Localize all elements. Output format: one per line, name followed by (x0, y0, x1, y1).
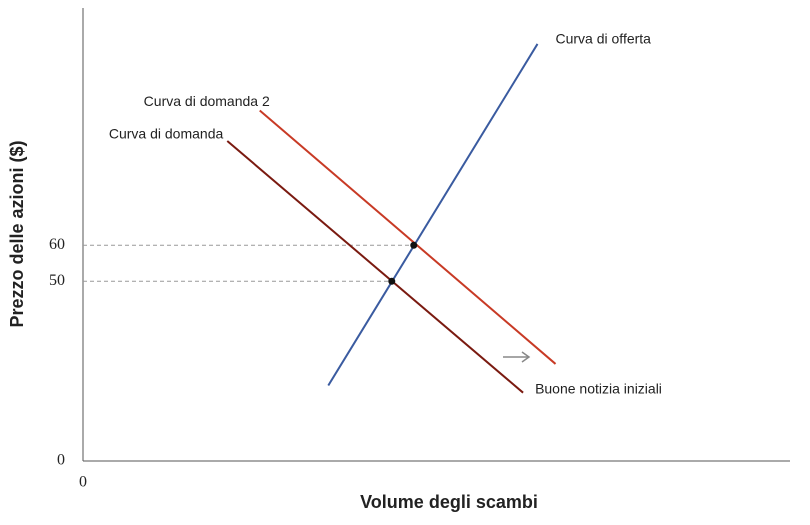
y-tick-label: 0 (57, 452, 65, 469)
curve (226, 140, 524, 394)
shift-arrow-head (521, 351, 531, 363)
curve-label: Curva di domanda (109, 126, 224, 142)
curve-label: Curva di offerta (556, 31, 652, 47)
curve (327, 43, 539, 387)
equilibrium-point (410, 241, 418, 249)
x-tick-label: 0 (79, 474, 87, 491)
y-tick-label: 60 (49, 236, 65, 253)
curve (259, 109, 557, 365)
y-tick-label: 50 (49, 272, 65, 289)
annotation: Buone notizia iniziali (535, 380, 662, 396)
x-axis-title: Volume degli scambi (360, 492, 538, 512)
curve-label: Curva di domanda 2 (144, 93, 270, 109)
y-axis-title: Prezzo delle azioni ($) (7, 140, 27, 327)
equilibrium-point (388, 277, 396, 285)
